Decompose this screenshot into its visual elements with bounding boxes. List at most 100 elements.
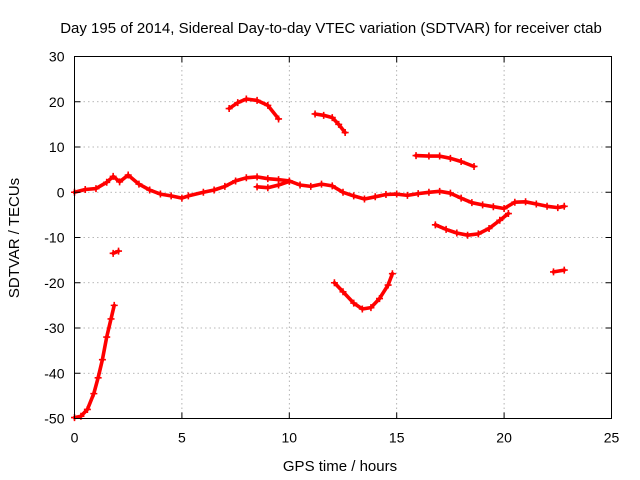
data-point — [83, 405, 91, 413]
data-point — [275, 115, 283, 123]
data-point — [468, 199, 476, 207]
data-point — [264, 175, 272, 183]
x-tick-labels: 0 5 10 15 20 25 — [71, 430, 620, 446]
data-point — [446, 154, 454, 162]
data-point — [543, 202, 551, 210]
data-point — [285, 177, 293, 185]
data-point — [311, 110, 319, 118]
data-point — [504, 210, 512, 218]
data-point — [371, 193, 379, 201]
data-point — [124, 171, 132, 179]
data-point — [264, 101, 272, 109]
y-tick-label: -30 — [44, 320, 64, 336]
data-point — [296, 181, 304, 189]
data-point — [457, 157, 465, 165]
data-point — [500, 205, 508, 213]
x-tick-label: 20 — [496, 430, 512, 446]
data-point — [264, 184, 272, 192]
data-point — [103, 178, 111, 186]
data-point — [156, 190, 164, 198]
data-point — [350, 192, 358, 200]
data-point — [479, 201, 487, 209]
y-tick-label: 30 — [49, 49, 65, 65]
data-point — [414, 190, 422, 198]
data-point — [253, 183, 261, 191]
data-point — [178, 194, 186, 202]
x-axis-label: GPS time / hours — [283, 458, 397, 475]
data-point — [367, 304, 375, 312]
data-point — [103, 333, 111, 341]
data-point — [167, 192, 175, 200]
y-tick-labels: 30 20 10 0 -10 -20 -30 -40 -50 — [44, 49, 64, 427]
data-point — [94, 374, 102, 382]
data-point — [550, 268, 558, 276]
data-point — [307, 182, 315, 190]
data-point — [496, 216, 504, 224]
series-line — [72, 303, 116, 420]
data-point — [225, 105, 233, 113]
series-arc-17h — [412, 152, 478, 170]
data-point — [146, 186, 154, 194]
data-point — [339, 288, 347, 296]
data-point — [350, 299, 358, 307]
data-point — [431, 221, 439, 229]
data-point — [453, 229, 461, 237]
series-segment-22h — [550, 266, 568, 276]
data-point — [81, 186, 89, 194]
series-layer — [71, 95, 568, 422]
data-point — [330, 279, 338, 287]
chart-title: Day 195 of 2014, Sidereal Day-to-day VTE… — [60, 20, 602, 37]
y-tick-label: 20 — [49, 94, 65, 110]
y-axis-label: SDTVAR / TECUs — [6, 178, 23, 298]
data-point — [107, 315, 115, 323]
data-point — [532, 200, 540, 208]
data-point — [358, 305, 366, 313]
axis-ticks — [74, 56, 612, 419]
y-tick-label: 0 — [57, 184, 65, 200]
data-point — [457, 194, 465, 202]
data-point — [115, 247, 123, 255]
data-point — [116, 178, 124, 186]
data-point — [560, 266, 568, 274]
data-point — [522, 198, 530, 206]
data-point — [109, 249, 117, 257]
data-point — [110, 301, 118, 309]
data-point — [489, 203, 497, 211]
data-point — [485, 224, 493, 232]
series-line — [414, 153, 476, 169]
data-point — [425, 188, 433, 196]
data-point — [442, 225, 450, 233]
data-point — [560, 202, 568, 210]
data-point — [511, 198, 519, 206]
data-point — [90, 390, 98, 398]
series-bowl-13h — [330, 270, 396, 313]
data-point — [425, 152, 433, 160]
data-point — [320, 111, 328, 119]
series-line — [72, 173, 567, 211]
data-point — [242, 95, 250, 103]
y-tick-label: 10 — [49, 139, 65, 155]
data-point — [436, 152, 444, 160]
data-point — [253, 96, 261, 104]
data-point — [242, 174, 250, 182]
data-point — [328, 182, 336, 190]
series-arc-8h — [225, 95, 283, 123]
data-point — [341, 129, 349, 137]
data-point — [412, 152, 420, 160]
data-point — [92, 185, 100, 193]
data-point — [328, 114, 336, 122]
y-tick-label: -40 — [44, 365, 64, 381]
data-point — [436, 187, 444, 195]
data-point — [275, 181, 283, 189]
data-point — [382, 191, 390, 199]
data-point — [318, 180, 326, 188]
data-point — [376, 295, 384, 303]
data-point — [474, 230, 482, 238]
series-line — [332, 271, 395, 311]
series-lower-arc-17h — [431, 210, 512, 239]
data-point — [384, 281, 392, 289]
data-point — [135, 180, 143, 188]
data-point — [446, 189, 454, 197]
x-tick-label: 10 — [282, 430, 298, 446]
